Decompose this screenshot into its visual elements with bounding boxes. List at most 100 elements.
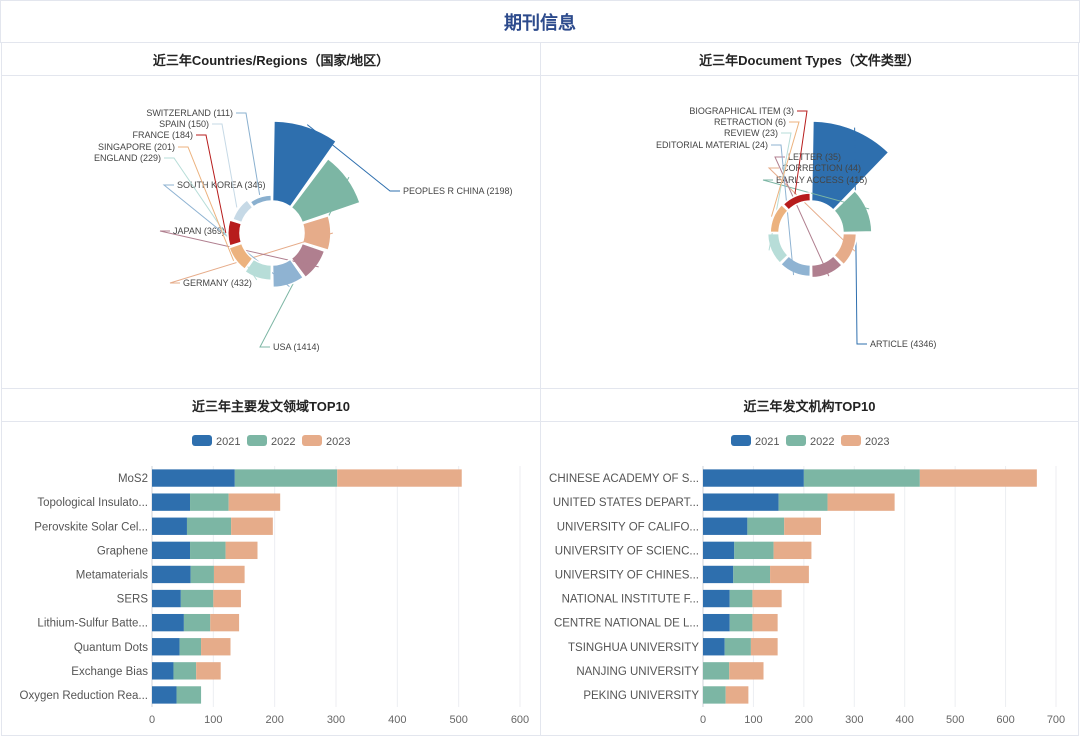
label-line-singapore	[178, 146, 235, 262]
bar-segment-2022	[176, 686, 202, 704]
rose-slice-peoples-r-china	[271, 120, 337, 208]
category-label: NATIONAL INSTITUTE F...	[562, 594, 699, 606]
bar-segment-2022	[180, 589, 214, 608]
legend-label-2021: 2021	[755, 436, 779, 448]
bar-segment-2023	[337, 469, 462, 487]
x-tick-label: 200	[795, 714, 813, 726]
rose-slice-spain	[232, 199, 254, 224]
slice-label-review: REVIEW (23)	[724, 128, 778, 138]
label-line-retraction	[770, 121, 800, 217]
bar-segment-2022	[190, 493, 229, 511]
category-label: Exchange Bias	[71, 666, 148, 678]
category-label: Metamaterials	[76, 569, 148, 581]
bar-segment-2021	[703, 638, 725, 656]
bar-segment-2021	[152, 565, 191, 584]
label-line-editorial-material	[771, 144, 795, 276]
bar-segment-2023	[228, 493, 281, 511]
slice-label-article: ARTICLE (4346)	[870, 339, 936, 349]
x-tick-label: 300	[845, 714, 863, 726]
bar-segment-2022	[778, 493, 828, 511]
slice-label-letter: LETTER (35)	[788, 152, 841, 162]
slice-label-japan: JAPAN (369)	[173, 226, 225, 236]
x-tick-label: 500	[449, 714, 467, 726]
bar-segment-2022	[186, 517, 232, 535]
label-line-early-access	[762, 179, 870, 210]
rose-slice-article	[810, 120, 890, 211]
bar-segment-2022	[803, 469, 920, 487]
bar-segment-2023	[752, 613, 778, 632]
category-label: UNIVERSITY OF SCIENC...	[555, 545, 699, 557]
rose-slice-france	[227, 219, 243, 247]
rose-slice-usa	[290, 157, 361, 224]
slice-label-france: FRANCE (184)	[132, 130, 193, 140]
rose-slice-review	[766, 232, 789, 264]
rose-slice-retraction	[769, 203, 789, 234]
slice-label-retraction: RETRACTION (6)	[714, 117, 786, 127]
x-tick-label: 400	[388, 714, 406, 726]
rose-slice-biographical-item	[782, 192, 812, 211]
bar-segment-2022	[747, 517, 785, 535]
bar-segment-2021	[703, 469, 804, 487]
slice-label-switzerland: SWITZERLAND (111)	[146, 108, 233, 118]
rose-slice-singapore	[228, 242, 254, 271]
bar-segment-2023	[827, 493, 895, 511]
bar-segment-2022	[179, 638, 202, 656]
bar-segment-2021	[703, 613, 730, 632]
category-label: UNIVERSITY OF CHINES...	[555, 569, 699, 581]
x-tick-label: 700	[1047, 714, 1065, 726]
bar-segment-2022	[190, 565, 214, 584]
x-tick-label: 600	[996, 714, 1014, 726]
orgs-bar-chart: 0 100 200 300 400 500 600 700 2021 2022 2023 CHINES…	[549, 435, 1065, 726]
x-tick-label: 600	[511, 714, 529, 726]
bar-segment-2023	[225, 541, 258, 560]
category-label: Perovskite Solar Cel...	[34, 521, 148, 533]
bar-segment-2021	[152, 541, 191, 560]
category-label: TSINGHUA UNIVERSITY	[568, 642, 699, 654]
slice-label-editorial-material: EDITORIAL MATERIAL (24)	[656, 140, 768, 150]
bar-segment-2023	[725, 686, 749, 704]
label-line-japan	[159, 230, 319, 268]
slice-label-early-access: EARLY ACCESS (415)	[776, 175, 867, 185]
bar-segment-2023	[213, 565, 245, 584]
bar-segment-2021	[152, 613, 184, 632]
rose-slice-letter	[810, 255, 843, 279]
slice-label-biographical-item: BIOGRAPHICAL ITEM (3)	[689, 106, 794, 116]
legend-label-2023: 2023	[326, 436, 350, 448]
rose-slice-correction	[833, 232, 858, 266]
bar-segment-2021	[152, 686, 177, 704]
label-line-biographical-item	[794, 110, 808, 195]
orgs-panel: 近三年发文机构TOP10 0 100 200 300 400 500 600 700 2021 2…	[540, 388, 1079, 736]
rose-slice-south-korea	[271, 258, 304, 289]
bar-segment-2022	[190, 541, 226, 560]
category-label: Lithium-Sulfur Batte...	[37, 618, 148, 630]
category-label: UNIVERSITY OF CALIFO...	[557, 521, 699, 533]
bar-segment-2021	[152, 493, 191, 511]
bar-segment-2021	[152, 469, 235, 487]
x-tick-label: 400	[896, 714, 914, 726]
bar-segment-2023	[231, 517, 273, 535]
bar-segment-2021	[703, 517, 748, 535]
category-label: UNITED STATES DEPART...	[553, 497, 699, 509]
countries-rose-chart: PEOPLES R CHINA (2198) USA (1414) GERMANY …	[94, 108, 513, 352]
slice-label-usa: USA (1414)	[273, 342, 320, 352]
rose-slice-germany	[301, 215, 332, 251]
bar-segment-2022	[733, 565, 771, 584]
orgs-title: 近三年发文机构TOP10	[541, 389, 1078, 422]
legend-swatch-2021	[731, 435, 751, 446]
bar-segment-2023	[752, 589, 782, 608]
bar-segment-2022	[729, 613, 753, 632]
bar-segment-2023	[210, 613, 240, 632]
category-label: SERS	[117, 594, 149, 606]
bar-segment-2023	[750, 638, 778, 656]
slice-label-spain: SPAIN (150)	[159, 119, 209, 129]
bar-segment-2022	[729, 589, 753, 608]
category-label: MoS2	[118, 473, 148, 485]
label-line-france	[196, 134, 227, 234]
bar-segment-2023	[201, 638, 231, 656]
bar-segment-2021	[152, 638, 180, 656]
label-line-switzerland	[236, 112, 261, 196]
page-title: 期刊信息	[0, 0, 1080, 43]
bar-segment-2021	[152, 662, 174, 680]
bar-segment-2022	[734, 541, 774, 560]
